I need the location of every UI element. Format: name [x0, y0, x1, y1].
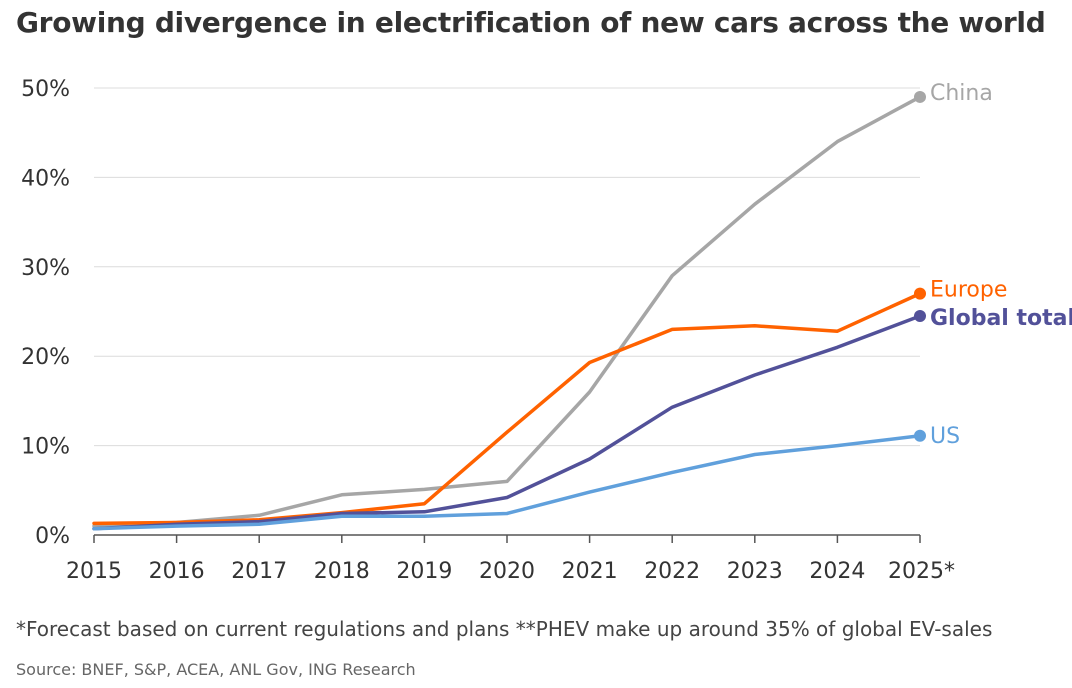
series-end-marker	[914, 429, 926, 442]
source-note: Source: BNEF, S&P, ACEA, ANL Gov, ING Re…	[16, 660, 416, 679]
y-tick-label: 20%	[21, 345, 70, 370]
x-tick-label: 2021	[562, 559, 618, 584]
y-tick-label: 50%	[21, 77, 70, 102]
series-label: Global total	[930, 306, 1072, 331]
series-label: Europe	[930, 278, 1007, 303]
footnote: *Forecast based on current regulations a…	[16, 617, 993, 641]
series-line-us	[92, 434, 922, 531]
series-label: China	[930, 81, 993, 106]
axes: 0% 10% 20% 30% 40% 50% 2015 2016 2017 2018 2019 202…	[21, 77, 955, 584]
x-tick-label: 2023	[727, 559, 783, 584]
series-labels: China Europe Global total US	[930, 81, 1072, 449]
series-end-marker	[914, 90, 926, 103]
y-tick-label: 0%	[35, 524, 70, 549]
chart-title: Growing divergence in electrification of…	[16, 6, 1046, 39]
series-label: US	[930, 424, 960, 449]
y-tick-label: 30%	[21, 256, 70, 281]
x-tick-label: 2020	[479, 559, 535, 584]
x-tick-label: 2025*	[888, 559, 955, 584]
gridlines	[94, 87, 920, 447]
x-tick-label: 2018	[314, 559, 370, 584]
x-tick-label: 2015	[66, 559, 122, 584]
x-tick-label: 2022	[644, 559, 700, 584]
series-line-china	[92, 95, 922, 528]
series-end-marker	[914, 287, 926, 300]
y-tick-label: 10%	[21, 435, 70, 460]
y-tick-label: 40%	[21, 166, 70, 191]
x-tick-label: 2017	[231, 559, 287, 584]
x-tick-label: 2016	[149, 559, 205, 584]
series-line-europe	[92, 291, 922, 526]
x-tick-label: 2019	[396, 559, 452, 584]
x-tick-label: 2024	[809, 559, 865, 584]
series-end-marker	[914, 309, 926, 322]
series-line-global-total	[92, 314, 922, 531]
series-lines	[92, 90, 926, 531]
